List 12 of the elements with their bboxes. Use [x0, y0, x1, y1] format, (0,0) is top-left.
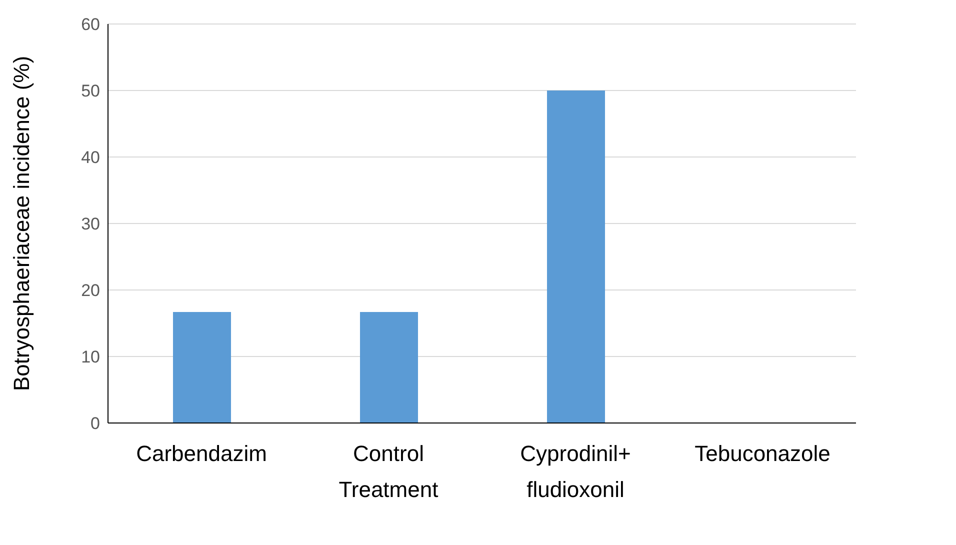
y-tick-label: 10 [81, 348, 100, 367]
x-tick-label: Tebuconazole [694, 441, 830, 466]
x-tick-label: Control Treatment [338, 441, 438, 502]
x-tick-label: Carbendazim [136, 441, 267, 466]
y-tick-label: 60 [81, 15, 100, 34]
y-axis-title: Botryosphaeriaceae incidence (%) [8, 56, 34, 392]
y-tick-label: 20 [81, 281, 100, 300]
x-tick-label: Cyprodinil+ fludioxonil [520, 441, 631, 502]
y-tick-label: 0 [90, 414, 100, 434]
y-tick-label: 30 [81, 214, 100, 234]
y-tick-label: 40 [81, 148, 100, 168]
y-tick-label: 50 [81, 82, 100, 101]
